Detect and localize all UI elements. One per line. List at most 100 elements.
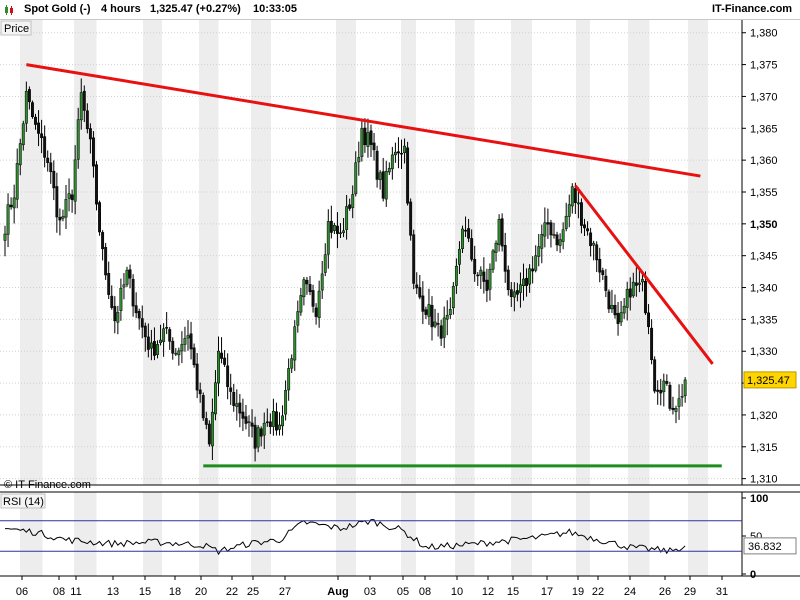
price-tick-label: 1,360: [750, 155, 778, 167]
candle-body: [128, 269, 132, 279]
trendline-short-resistance: [574, 184, 714, 365]
price-tick-label: 1,340: [750, 283, 778, 295]
candle-body: [70, 194, 74, 200]
time-tick-label: Aug: [327, 586, 348, 598]
candle-body: [403, 145, 407, 154]
candle-body: [165, 327, 169, 329]
candle-body: [85, 110, 89, 130]
candle-body: [207, 423, 211, 445]
candle-up-down-icon: [5, 5, 13, 15]
price-tick-label: 1,310: [750, 474, 778, 486]
candle-body: [192, 347, 196, 366]
time-tick-label: 08: [53, 586, 65, 598]
candle-body: [79, 92, 83, 121]
candle-body: [662, 380, 666, 393]
price-tick-label: 1,315: [750, 442, 778, 454]
candle-body: [656, 389, 660, 392]
time-tick-label: 17: [541, 586, 553, 598]
candle-body: [576, 202, 580, 205]
candle-body: [281, 415, 285, 427]
candle-body: [458, 249, 461, 265]
candle-body: [299, 295, 303, 313]
rsi-value-box: [743, 537, 797, 555]
candle-body: [369, 130, 373, 145]
candle-body: [275, 411, 278, 431]
background-bands: [20, 20, 708, 576]
candle-body: [168, 329, 172, 342]
candle-body: [61, 216, 65, 219]
candle-body: [387, 168, 391, 173]
candle-body: [543, 222, 547, 237]
candle-body: [177, 350, 181, 356]
candle-body: [140, 318, 144, 328]
candle-body: [305, 279, 309, 285]
last-quote: 1,325.47 (+0.27%): [150, 3, 241, 15]
candle-body: [122, 284, 126, 288]
candle-body: [76, 119, 80, 160]
price-chart[interactable]: 1,3101,3151,3201,3251,3301,3351,3401,345…: [0, 20, 800, 600]
rsi-tick-label: 100: [750, 493, 768, 505]
candle-body: [3, 233, 7, 241]
candle-body: [653, 359, 657, 392]
candle-body: [137, 311, 141, 319]
candle-body: [293, 326, 297, 361]
price-tick-label: 1,330: [750, 346, 778, 358]
candle-body: [52, 170, 56, 189]
grid-lines: [0, 32, 742, 480]
price-tick-label: 1,375: [750, 60, 778, 72]
candle-body: [259, 428, 263, 437]
candle-body: [372, 142, 376, 151]
candle-body: [470, 238, 474, 260]
candle-body: [464, 229, 468, 232]
candle-body: [525, 277, 528, 286]
candle-body: [226, 365, 230, 388]
candle-body: [88, 128, 92, 140]
candle-body: [229, 387, 233, 392]
candle-body: [512, 291, 516, 298]
candle-body: [210, 411, 214, 447]
candle-body: [531, 268, 535, 272]
candle-body: [156, 344, 159, 355]
candle-body: [409, 201, 413, 236]
price-tick-label: 1,365: [750, 123, 778, 135]
candle-body: [583, 224, 586, 229]
candle-body: [311, 290, 315, 307]
candle-body: [143, 325, 147, 338]
candle-body: [217, 350, 220, 384]
candle-body: [195, 363, 199, 391]
quote-time: 10:33:05: [253, 3, 298, 15]
price-tick-label: 1,355: [750, 187, 778, 199]
candle-body: [67, 193, 71, 199]
time-tick-label: 11: [70, 586, 81, 598]
candle-body: [287, 368, 291, 391]
time-tick-label: 26: [659, 586, 671, 598]
candle-body: [467, 228, 471, 239]
candle-body: [180, 344, 184, 352]
candle-body: [381, 171, 385, 199]
candle-body: [659, 389, 663, 394]
candle-body: [98, 202, 101, 233]
candle-body: [607, 291, 611, 310]
candle-body: [73, 159, 77, 202]
axis-labels: 1,3101,3151,3201,3251,3301,3351,3401,345…: [0, 20, 797, 598]
candle-body: [491, 250, 495, 270]
time-tick-label: 03: [364, 586, 376, 598]
candle-body: [567, 204, 571, 217]
candle-body: [595, 244, 599, 261]
candle-body: [634, 282, 638, 286]
candle-body: [454, 265, 458, 286]
last-price-box: [743, 371, 797, 389]
candle-body: [650, 327, 654, 361]
candle-body: [6, 204, 10, 235]
candle-body: [552, 234, 556, 236]
candle-body: [680, 396, 684, 398]
candle-body: [586, 228, 589, 232]
time-tick-label: 06: [16, 586, 28, 598]
candle-body: [46, 157, 50, 163]
candle-body: [339, 232, 342, 235]
time-tick-label: 22: [226, 586, 238, 598]
candle-body: [412, 234, 416, 284]
trendline-upper-resistance: [26, 63, 701, 178]
candle-body: [384, 171, 388, 200]
candle-body: [308, 284, 312, 293]
